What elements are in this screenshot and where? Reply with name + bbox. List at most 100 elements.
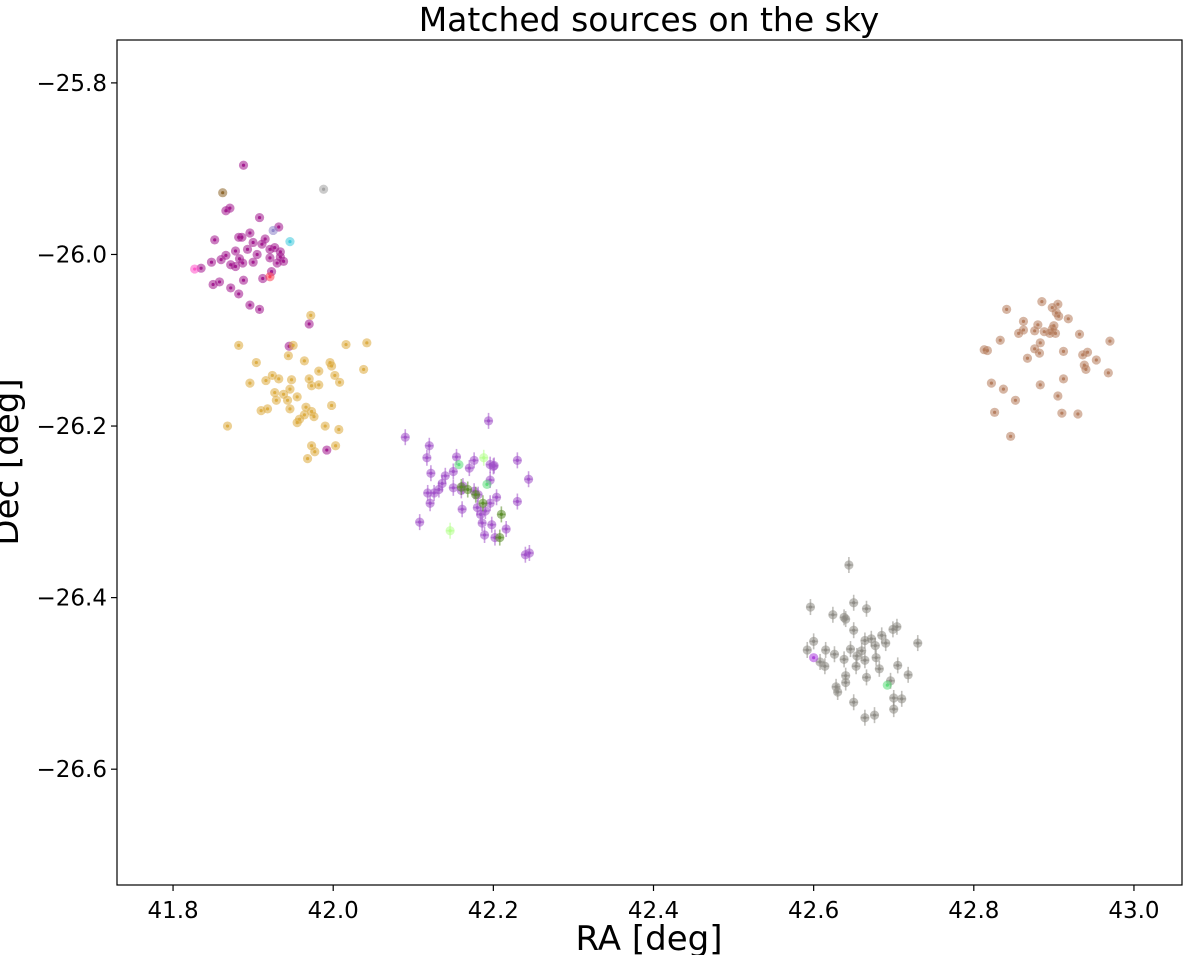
marker-core	[344, 342, 348, 347]
marker-core	[490, 523, 494, 527]
marker-core	[892, 696, 896, 700]
data-point	[491, 489, 502, 506]
data-point	[839, 651, 849, 668]
marker-core	[466, 487, 470, 492]
x-tick-label: 42.4	[628, 898, 679, 924]
data-point	[238, 258, 248, 268]
data-point	[238, 160, 249, 170]
marker-core	[860, 649, 864, 653]
marker-core	[309, 313, 313, 317]
data-point	[306, 310, 316, 320]
data-point	[874, 660, 884, 677]
marker-core	[325, 448, 329, 452]
data-point	[265, 244, 275, 254]
data-point	[260, 234, 270, 244]
marker-core	[1009, 434, 1013, 438]
series-group	[445, 449, 489, 539]
marker-core	[906, 673, 910, 677]
chart-title: Matched sources on the sky	[419, 0, 880, 39]
marker-core	[437, 487, 441, 492]
marker-core	[874, 656, 878, 660]
data-point	[877, 627, 887, 644]
series-group	[285, 236, 295, 247]
marker-core	[307, 322, 311, 326]
marker-core	[221, 191, 225, 195]
marker-core	[241, 163, 246, 167]
data-point	[860, 632, 870, 649]
data-point	[998, 384, 1009, 394]
marker-core	[1076, 412, 1080, 416]
marker-core	[307, 377, 311, 381]
marker-core	[488, 501, 492, 505]
points-layer	[190, 160, 1115, 726]
data-point	[1058, 346, 1069, 357]
data-point	[270, 387, 280, 398]
marker-core	[1038, 341, 1042, 345]
marker-core	[271, 228, 275, 233]
marker-core	[199, 266, 203, 270]
data-point	[828, 606, 838, 623]
marker-core	[1040, 300, 1044, 304]
marker-core	[872, 713, 877, 717]
marker-core	[989, 381, 994, 385]
marker-core	[309, 444, 314, 448]
x-axis-label: RA [deg]	[576, 919, 723, 955]
marker-core	[302, 413, 306, 417]
marker-core	[485, 482, 489, 486]
data-point	[426, 465, 436, 482]
marker-core	[515, 458, 519, 462]
marker-core	[257, 307, 262, 311]
marker-core	[1050, 306, 1054, 310]
x-tick-label: 42.2	[468, 898, 519, 924]
marker-core	[852, 628, 856, 632]
marker-core	[278, 255, 282, 259]
marker-core	[429, 471, 433, 475]
marker-core	[233, 264, 238, 269]
marker-core	[281, 392, 286, 396]
data-point	[330, 370, 340, 381]
marker-core	[217, 280, 222, 284]
marker-core	[334, 444, 338, 448]
marker-core	[233, 249, 238, 253]
data-point	[327, 400, 337, 411]
marker-core	[240, 235, 244, 239]
marker-core	[805, 648, 809, 652]
marker-core	[480, 521, 484, 525]
marker-core	[482, 456, 486, 460]
marker-core	[211, 282, 215, 287]
marker-core	[291, 343, 295, 348]
marker-core	[1060, 411, 1064, 415]
data-point	[252, 249, 262, 260]
data-point	[234, 340, 244, 351]
marker-core	[863, 658, 867, 662]
data-point	[261, 375, 271, 386]
data-point	[523, 471, 534, 488]
data-point	[849, 622, 859, 639]
data-point	[190, 264, 200, 274]
data-point	[448, 479, 458, 496]
marker-core	[896, 663, 900, 667]
data-point	[1035, 380, 1045, 390]
marker-core	[257, 215, 262, 220]
data-point	[429, 484, 439, 501]
data-point	[258, 273, 268, 284]
marker-core	[224, 253, 228, 257]
data-point	[483, 412, 494, 429]
data-point	[335, 377, 345, 387]
marker-core	[305, 457, 310, 461]
y-tick-label: −26.4	[37, 586, 107, 612]
marker-core	[295, 421, 299, 425]
data-point	[861, 600, 872, 617]
data-point	[851, 658, 861, 675]
marker-core	[523, 553, 527, 557]
y-axis-label: Dec [deg]	[0, 378, 27, 545]
marker-core	[362, 367, 366, 372]
data-point	[849, 594, 859, 611]
marker-core	[317, 383, 321, 387]
data-point	[1010, 395, 1021, 405]
marker-core	[864, 675, 869, 679]
data-point	[477, 514, 487, 531]
data-point	[512, 452, 522, 469]
marker-core	[877, 667, 881, 671]
data-point	[275, 252, 285, 262]
